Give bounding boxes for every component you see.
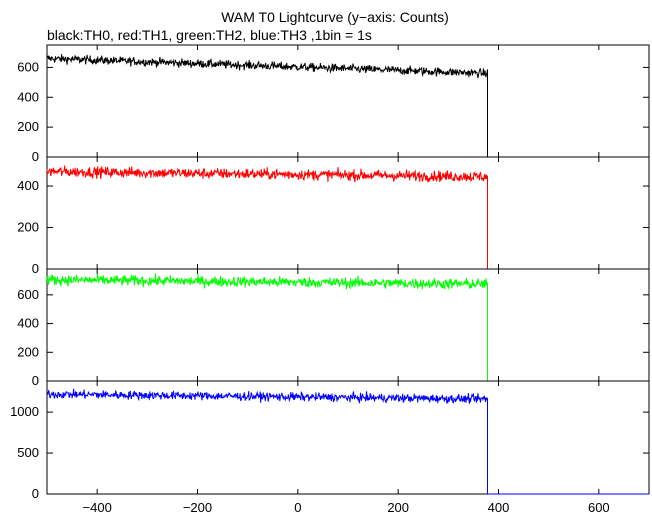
series-line-th2 [46,273,649,382]
panel-th3: 0 500 1000 [10,380,650,501]
chart-subtitle: black:TH0, red:TH1, green:TH2, blue:TH3 … [47,27,372,43]
series-line-th1 [46,165,649,270]
y-tick-label: 0 [32,486,39,501]
y-tick-label: 400 [17,89,39,104]
y-tick-label: 600 [17,59,39,74]
y-tick-label: 200 [17,344,39,359]
y-tick-label: 0 [32,261,39,276]
panel-th1: 0 200 400 [17,156,650,276]
x-tick-label: 400 [488,500,510,515]
x-tick-label: −400 [83,500,112,515]
x-tick-label: 600 [588,500,610,515]
y-tick-label: 1000 [10,404,39,419]
y-tick-label: 400 [17,178,39,193]
panel-frame [46,380,650,495]
panels-group: 0 200 400 600 0 200 400 0 200 400 600 0 500 1000 [10,44,650,501]
y-tick-label: 500 [17,445,39,460]
y-tick-label: 200 [17,119,39,134]
chart-title: WAM T0 Lightcurve (y−axis: Counts) [221,9,449,25]
panel-th0: 0 200 400 600 [17,44,650,164]
x-tick-label: −200 [183,500,212,515]
x-axis: −400 −200 0 200 400 600 [83,500,610,515]
series-line-th0 [46,54,649,158]
y-tick-label: 600 [17,287,39,302]
y-tick-label: 0 [32,373,39,388]
y-tick-label: 200 [17,220,39,235]
series-line-th3 [46,388,649,495]
x-tick-label: 0 [294,500,301,515]
panel-th2: 0 200 400 600 [17,268,650,388]
y-tick-label: 400 [17,316,39,331]
x-tick-label: 200 [387,500,409,515]
y-tick-label: 0 [32,149,39,164]
